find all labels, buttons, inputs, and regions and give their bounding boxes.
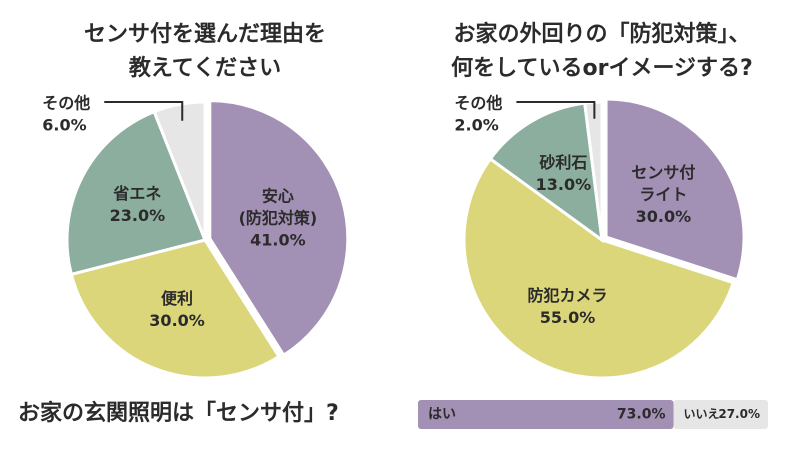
bar-label: はい — [428, 407, 456, 423]
slice-label: ライト — [639, 185, 687, 204]
bar-segment — [418, 400, 674, 429]
value-label: 30.0% — [149, 311, 205, 330]
slice-label: 防犯カメラ — [528, 286, 608, 305]
chart-title: 教えてください — [129, 55, 281, 81]
chart-title: 何をしているorイメージする? — [451, 55, 753, 81]
slice-label: 安心 — [262, 186, 294, 205]
pie-slice — [152, 100, 207, 241]
slice-label: その他 — [454, 94, 502, 113]
value-label: 27.0% — [718, 407, 760, 421]
slice-label: (防犯対策) — [239, 208, 318, 227]
slice-label: 省エネ — [112, 184, 161, 203]
chart-title: センサ付を選んだ理由を — [84, 22, 326, 47]
chart-title: お家の玄関照明は「センサ付」? — [18, 400, 339, 426]
leader-line — [516, 101, 596, 119]
bar-segment — [673, 400, 768, 429]
slice-label: センサ付 — [631, 163, 695, 182]
value-label: 41.0% — [250, 230, 306, 249]
value-label: 23.0% — [110, 206, 166, 225]
value-label: 55.0% — [540, 308, 596, 327]
pie-slice — [462, 156, 736, 380]
slice-label: 砂利石 — [539, 153, 587, 172]
pie-slice — [488, 101, 604, 244]
value-label: 30.0% — [636, 207, 692, 226]
pie-slice — [65, 109, 208, 277]
slice-label: 便利 — [161, 289, 193, 308]
pie-slice — [604, 97, 746, 282]
value-label: 6.0% — [42, 116, 86, 135]
bar-label: いいえ — [684, 407, 720, 421]
value-label: 13.0% — [536, 175, 592, 194]
value-label: 73.0% — [617, 407, 666, 423]
slice-label: その他 — [42, 94, 90, 113]
leader-line — [104, 101, 184, 121]
chart-title: お家の外回りの「防犯対策」、 — [453, 21, 750, 47]
value-label: 2.0% — [454, 116, 498, 135]
pie-slice — [69, 238, 282, 380]
pie-slice — [208, 99, 350, 358]
